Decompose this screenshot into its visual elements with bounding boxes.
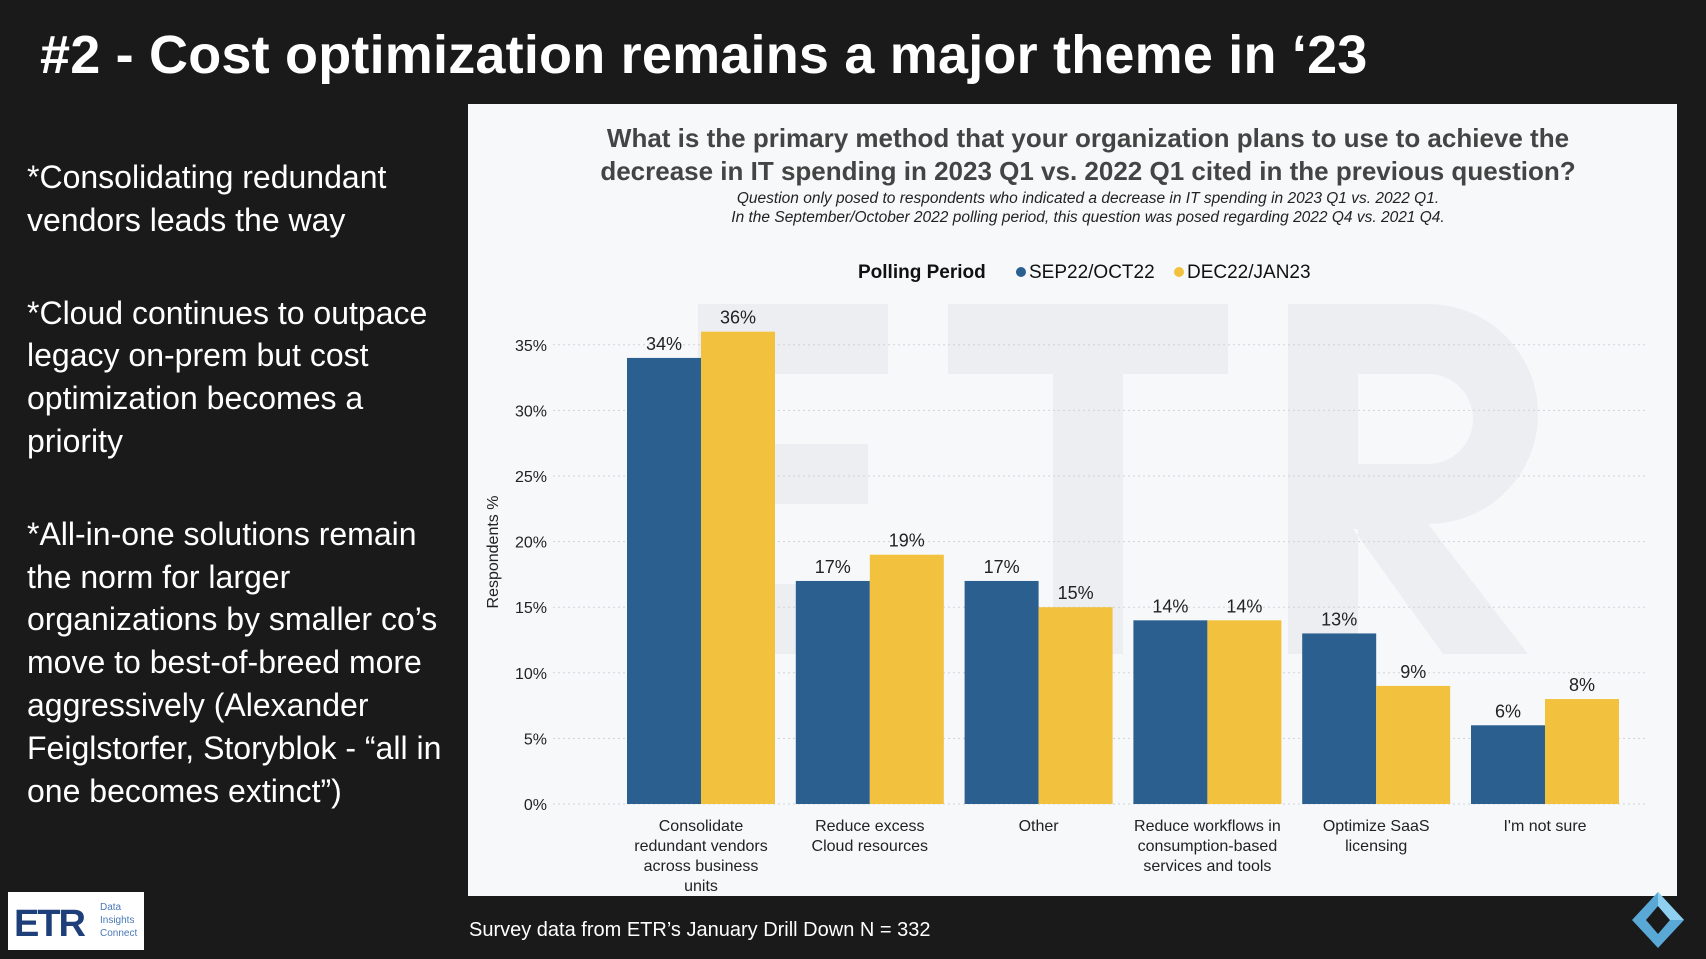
data-label: 9% <box>1400 662 1426 682</box>
bar <box>869 554 944 804</box>
data-label: 8% <box>1569 675 1595 695</box>
y-tick-label: 15% <box>515 600 547 617</box>
legend-marker <box>1016 267 1026 277</box>
y-tick-label: 0% <box>524 797 547 814</box>
bullet-item: *All-in-one solutions remain the norm fo… <box>27 515 442 809</box>
diamond-logo-icon <box>1632 892 1684 948</box>
data-label: 6% <box>1495 701 1521 721</box>
x-tick-label: Consolidate <box>659 818 744 835</box>
x-tick-label: services and tools <box>1143 858 1271 875</box>
y-tick-label: 30% <box>515 403 547 420</box>
chart-subtitle: In the September/October 2022 polling pe… <box>731 209 1444 226</box>
bar <box>1545 699 1619 804</box>
chart-subtitle: Question only posed to respondents who i… <box>737 190 1439 207</box>
logo-tagline: Insights <box>100 915 134 926</box>
footer-note: Survey data from ETR’s January Drill Dow… <box>469 919 931 941</box>
x-tick-label: I'm not sure <box>1503 818 1586 835</box>
watermark-letter-t <box>948 304 1228 654</box>
bar <box>795 580 870 804</box>
data-label: 17% <box>815 557 851 577</box>
legend-label: SEP22/OCT22 <box>1029 262 1155 283</box>
data-label: 14% <box>1152 596 1188 616</box>
legend-title: Polling Period <box>858 262 986 283</box>
slide-title: #2 - Cost optimization remains a major t… <box>40 25 1368 85</box>
x-tick-label: Cloud resources <box>812 838 929 855</box>
bar <box>964 580 1039 804</box>
x-tick-label: Optimize SaaS <box>1323 818 1430 835</box>
legend-label: DEC22/JAN23 <box>1187 262 1311 283</box>
bar <box>1302 633 1377 804</box>
bar <box>627 357 701 804</box>
data-label: 17% <box>984 557 1020 577</box>
data-label: 14% <box>1226 596 1262 616</box>
chart-panel: What is the primary method that your org… <box>468 104 1677 896</box>
y-tick-label: 25% <box>515 469 547 486</box>
y-axis-title: Respondents % <box>485 496 502 609</box>
bullet-list: *Consolidating redundant vendors leads t… <box>27 156 463 862</box>
x-tick-label: licensing <box>1345 838 1407 855</box>
data-label: 19% <box>889 531 925 551</box>
legend-marker <box>1174 267 1184 277</box>
bar <box>1038 607 1113 804</box>
y-tick-label: 5% <box>524 731 547 748</box>
etr-logo: ETR Data Insights Connect <box>8 892 144 950</box>
x-tick-label: Reduce workflows in <box>1134 818 1281 835</box>
bar <box>1376 685 1451 804</box>
x-tick-label: redundant vendors <box>634 838 767 855</box>
x-tick-label: across business <box>644 858 759 875</box>
x-tick-label: Other <box>1019 818 1060 835</box>
logo-tagline: Connect <box>100 928 137 939</box>
y-tick-label: 20% <box>515 535 547 552</box>
x-tick-label: units <box>684 878 718 895</box>
chart-title: What is the primary method that your org… <box>607 123 1569 153</box>
bar <box>1133 620 1208 804</box>
data-label: 36% <box>720 308 756 328</box>
bullet-item: *Consolidating redundant vendors leads t… <box>27 159 387 238</box>
x-tick-label: Reduce excess <box>815 818 924 835</box>
data-label: 15% <box>1058 583 1094 603</box>
logo-wordmark: ETR <box>14 903 86 945</box>
bar <box>1471 725 1545 804</box>
chart-title: decrease in IT spending in 2023 Q1 vs. 2… <box>600 156 1575 186</box>
bullet-item: *Cloud continues to outpace legacy on-pr… <box>27 294 428 459</box>
bar <box>1207 620 1282 804</box>
data-label: 13% <box>1321 609 1357 629</box>
logo-tagline: Data <box>100 902 122 913</box>
y-tick-label: 35% <box>515 338 547 355</box>
watermark-letter-r <box>1288 304 1538 654</box>
bar-chart: What is the primary method that your org… <box>485 123 1648 895</box>
x-tick-label: consumption-based <box>1138 838 1278 855</box>
data-label: 34% <box>646 334 682 354</box>
bar <box>701 331 775 804</box>
y-tick-label: 10% <box>515 666 547 683</box>
